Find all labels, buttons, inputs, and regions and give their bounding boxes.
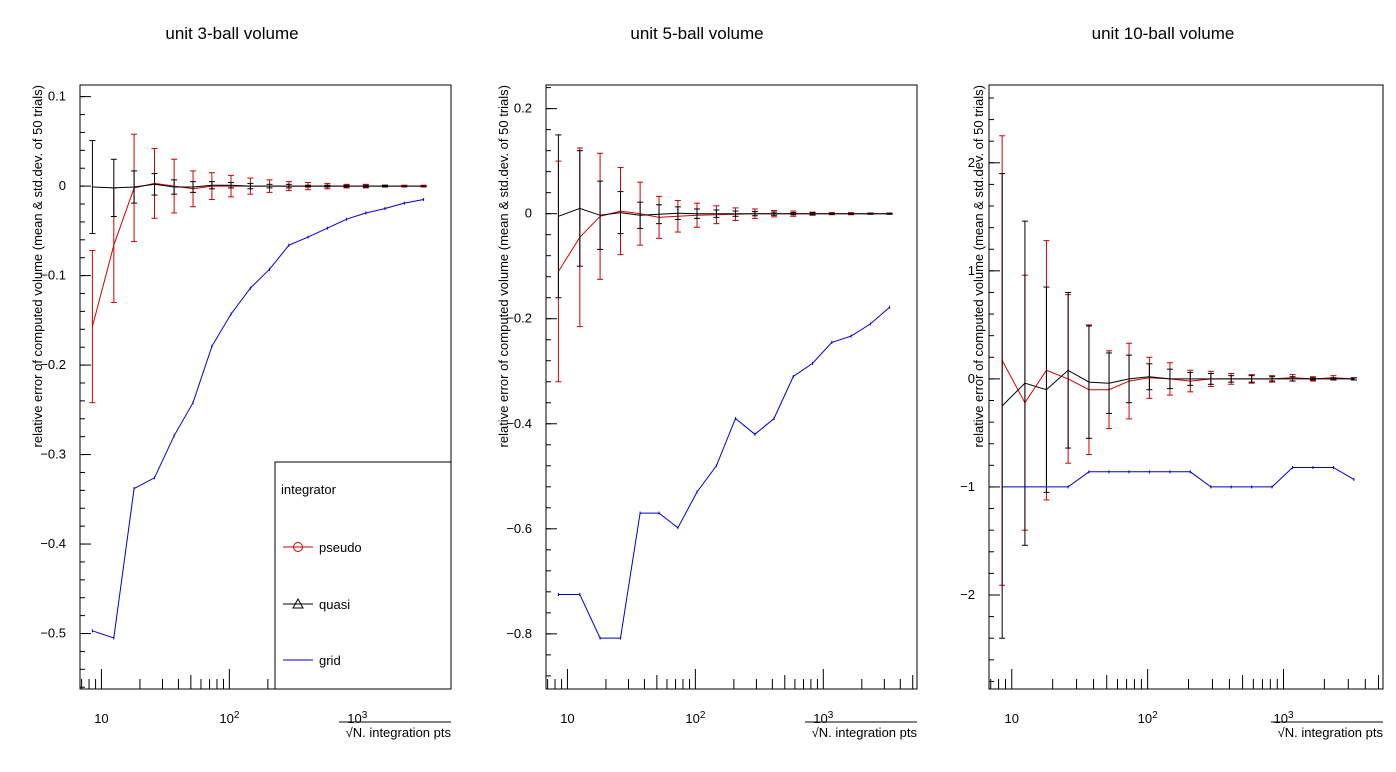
x-axis-label: √N. integration pts — [812, 725, 918, 740]
x-axis-label: √N. integration pts — [346, 725, 452, 740]
y-tick-label: −0.4 — [506, 416, 532, 431]
x-tick-label: 102 — [219, 710, 239, 726]
y-tick-label: 1 — [968, 263, 975, 278]
x-tick-label: 10 — [1005, 711, 1019, 726]
x-tick-label: 10 — [94, 711, 108, 726]
y-tick-label: −0.8 — [506, 626, 532, 641]
y-axis-label: relative error of computed volume (mean … — [496, 85, 511, 447]
legend-label: pseudo — [319, 540, 362, 555]
series-grid — [557, 305, 891, 640]
y-tick-label: 0.1 — [48, 89, 66, 104]
y-tick-label: 0 — [525, 206, 532, 221]
chart-panel-3: unit 10-ball volume relative error of com… — [960, 24, 1384, 740]
x-axis-label: √N. integration pts — [1278, 725, 1384, 740]
series-line-quasi — [558, 207, 890, 217]
y-tick-label: 0 — [59, 178, 66, 193]
series-pseudo — [555, 147, 893, 383]
y-tick-label: 0.2 — [514, 101, 532, 116]
y-tick-label: −0.2 — [40, 357, 66, 372]
series-line-grid — [1002, 467, 1355, 488]
y-tick-label: −0.3 — [40, 447, 66, 462]
y-tick-label: −0.4 — [40, 536, 66, 551]
chart-title: unit 10-ball volume — [1092, 24, 1235, 43]
series-line-grid — [558, 306, 890, 639]
plot-frame — [79, 84, 452, 690]
x-tick-label: 103 — [1273, 710, 1293, 726]
series-pseudo — [999, 135, 1357, 586]
series-line-quasi — [1001, 369, 1354, 407]
x-tick-label: 102 — [685, 710, 705, 726]
series-line-pseudo — [557, 210, 890, 272]
legend-label: grid — [319, 653, 341, 668]
x-tick-label: 102 — [1138, 710, 1158, 726]
series-quasi — [89, 139, 427, 235]
series-line-quasi — [92, 183, 424, 189]
legend-entry-grid: grid — [283, 653, 341, 668]
series-quasi — [555, 134, 893, 299]
series-grid — [1001, 465, 1355, 489]
y-axis-label: relative error of computed volume (mean … — [30, 85, 45, 447]
y-tick-label: −1 — [960, 479, 975, 494]
x-tick-label: 103 — [813, 710, 833, 726]
series-line-grid — [92, 199, 424, 639]
legend-marker-triangle — [292, 597, 304, 609]
chart-panel-2: unit 5-ball volume relative error of comp… — [496, 24, 918, 740]
y-tick-label: −0.1 — [40, 268, 66, 283]
series-pseudo — [89, 133, 427, 404]
plot-frame — [988, 84, 1384, 690]
legend-label: quasi — [319, 597, 350, 612]
chart-title: unit 5-ball volume — [630, 24, 763, 43]
legend-box — [274, 461, 452, 690]
y-tick-label: −0.2 — [506, 311, 532, 326]
legend-entry-quasi: quasi — [283, 597, 350, 612]
y-axis-label: relative error of computed volume (mean … — [971, 85, 986, 447]
y-tick-label: −2 — [960, 587, 975, 602]
legend-marker-circle — [293, 542, 303, 552]
y-tick-label: −0.5 — [40, 626, 66, 641]
legend-title: integrator — [281, 482, 337, 497]
x-tick-label: 10 — [560, 711, 574, 726]
chart-panel-1: unit 3-ball volume relative error of comp… — [30, 24, 452, 740]
legend: integrator pseudo quasi grid — [274, 461, 452, 690]
y-tick-label: 0 — [968, 371, 975, 386]
series-line-pseudo — [91, 182, 424, 327]
series-grid — [91, 198, 425, 640]
y-tick-label: 2 — [968, 155, 975, 170]
x-tick-label: 103 — [347, 710, 367, 726]
y-tick-label: −0.6 — [506, 521, 532, 536]
series-line-pseudo — [1001, 360, 1354, 404]
legend-entry-pseudo: pseudo — [283, 540, 362, 555]
series-quasi — [999, 173, 1357, 639]
chart-title: unit 3-ball volume — [165, 24, 298, 43]
plot-frame — [545, 84, 918, 690]
